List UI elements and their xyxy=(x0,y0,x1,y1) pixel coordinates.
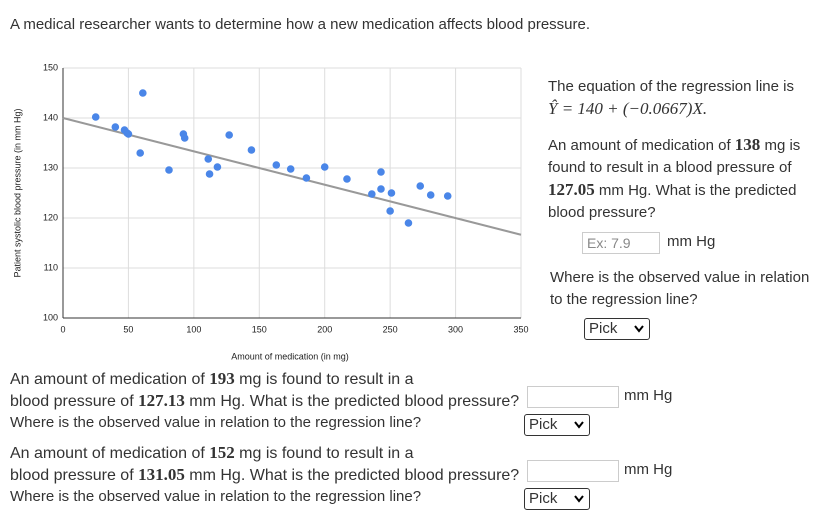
point xyxy=(377,168,385,176)
panel: The equation of the regression line is Ŷ… xyxy=(548,76,818,224)
followup: Where is the observed value in relation … xyxy=(550,269,810,308)
y-tick-label: 110 xyxy=(44,262,58,272)
point xyxy=(272,161,281,169)
y-tick-label: 120 xyxy=(43,212,58,222)
x-tick-label: 50 xyxy=(123,324,133,334)
chevron xyxy=(634,325,644,333)
point xyxy=(377,185,385,193)
number: 127.13 xyxy=(138,391,185,410)
regression-line xyxy=(62,117,522,236)
chevron xyxy=(574,421,584,429)
point xyxy=(387,189,396,197)
select[interactable]: Pick xyxy=(524,414,590,436)
chevron-path xyxy=(574,495,584,503)
equation: Ŷ = 140 + (−0.0667)X. xyxy=(548,99,708,118)
text: An amount of medication of xyxy=(10,371,210,388)
point xyxy=(136,149,145,157)
text: An amount of medication of xyxy=(548,137,735,154)
text: mm Hg. What is the predicted blood press… xyxy=(184,393,520,410)
question-line: blood pressure of 131.05 mm Hg. What is … xyxy=(10,464,519,487)
text: mg is found to result in a blood pressur… xyxy=(548,137,801,176)
point xyxy=(343,175,351,183)
point xyxy=(165,166,173,174)
select[interactable]: Pick xyxy=(584,318,650,340)
point xyxy=(443,192,452,200)
number: 138 xyxy=(734,135,761,154)
x-tick-label: 250 xyxy=(383,324,398,334)
point xyxy=(247,146,256,154)
point xyxy=(320,163,329,171)
chevron-path xyxy=(574,421,584,429)
number: 127.05 xyxy=(548,180,595,199)
question-line: blood pressure of 127.13 mm Hg. What is … xyxy=(10,390,519,413)
text: mg is found to result in a xyxy=(234,445,414,462)
number: 193 xyxy=(209,369,235,388)
point xyxy=(180,134,189,142)
point xyxy=(416,182,425,190)
equation-intro: The equation of the regression line is xyxy=(548,78,794,95)
panel-question: An amount of medication of 138 mg is fou… xyxy=(548,134,810,224)
followup: Where is the observed value in relation … xyxy=(10,488,422,505)
x-axis-label: Amount of medication (in mg) xyxy=(231,351,349,361)
point xyxy=(213,163,222,171)
unit: mm Hg xyxy=(624,387,673,404)
y-tick-label: 150 xyxy=(43,62,58,72)
x-tick-label: 300 xyxy=(448,324,463,334)
y-tick-label: 100 xyxy=(43,312,58,322)
x-tick-label: 0 xyxy=(60,324,65,334)
y-tick-label: 140 xyxy=(43,112,58,122)
point xyxy=(111,123,120,131)
x-tick-label: 200 xyxy=(317,324,332,334)
point xyxy=(139,89,147,97)
text: mm Hg. What is the predicted blood press… xyxy=(548,182,797,221)
point xyxy=(124,130,133,138)
number: 152 xyxy=(209,443,235,462)
select-label: Pick xyxy=(529,416,558,433)
select-label: Pick xyxy=(589,320,618,337)
point xyxy=(225,131,233,139)
y-tick-label: 130 xyxy=(43,162,58,172)
text: mg is found to result in a xyxy=(234,371,414,388)
chart: 100 110 120 130 140 150 0 50 100 150 200 250 300 350 A… xyxy=(12,62,528,361)
point xyxy=(368,190,376,198)
point xyxy=(426,191,435,199)
text: An amount of medication of xyxy=(10,445,210,462)
text: blood pressure of xyxy=(10,393,139,410)
select[interactable]: Pick xyxy=(524,488,590,510)
intro: A medical researcher wants to determine … xyxy=(10,16,591,33)
point xyxy=(302,174,311,182)
text: blood pressure of xyxy=(10,467,139,484)
y-axis-label: Patient systolic blood pressure (in mm H… xyxy=(12,108,22,277)
unit: mm Hg xyxy=(624,461,673,478)
point xyxy=(386,207,394,215)
point xyxy=(404,219,413,227)
unit: mm Hg xyxy=(667,233,716,250)
answer-input[interactable] xyxy=(527,460,619,482)
x-tick-label: 100 xyxy=(186,324,201,334)
followup: Where is the observed value in relation … xyxy=(10,414,422,431)
point xyxy=(91,113,100,121)
x-tick-label: 150 xyxy=(252,324,267,334)
point xyxy=(204,155,213,163)
text: mm Hg. What is the predicted blood press… xyxy=(184,467,520,484)
point xyxy=(205,170,214,178)
x-tick-label: 350 xyxy=(513,324,528,334)
answer-input[interactable]: Ex: 7.9 xyxy=(582,232,660,254)
point xyxy=(286,165,295,173)
select-label: Pick xyxy=(529,490,558,507)
number: 131.05 xyxy=(138,465,185,484)
answer-input[interactable] xyxy=(527,386,619,408)
question-line: An amount of medication of 152 mg is fou… xyxy=(10,442,414,465)
question-line: An amount of medication of 193 mg is fou… xyxy=(10,368,414,391)
chevron xyxy=(574,495,584,503)
